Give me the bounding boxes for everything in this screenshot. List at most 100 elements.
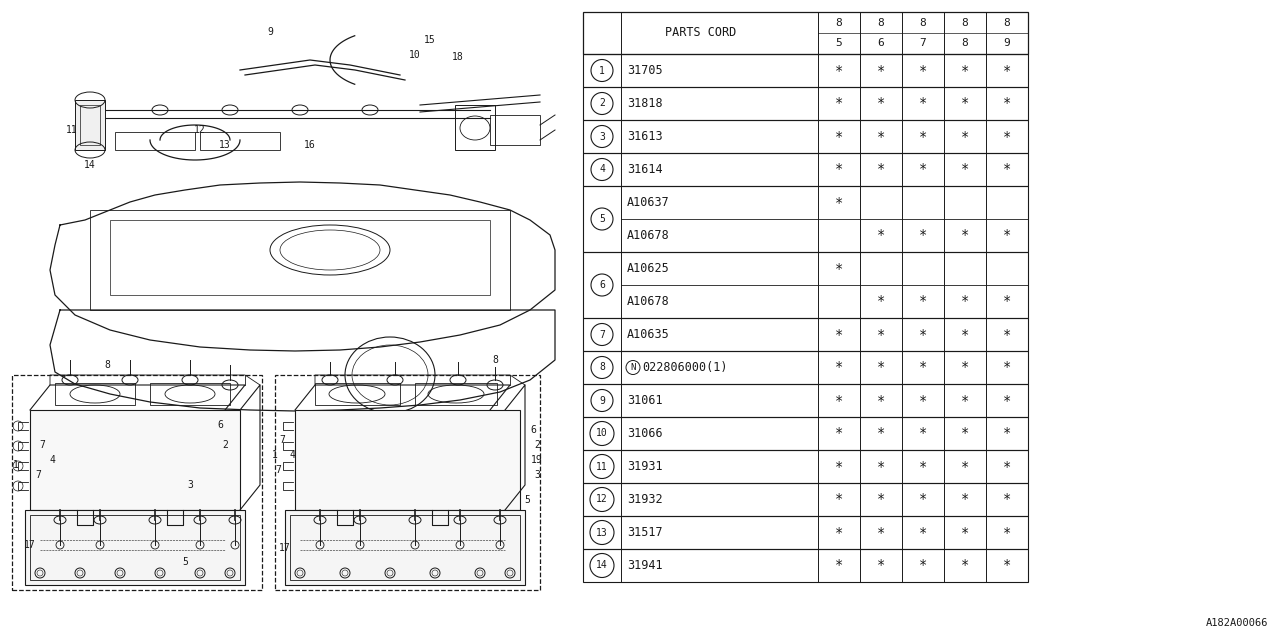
Text: 7: 7 xyxy=(35,470,41,480)
Text: *: * xyxy=(877,328,886,342)
Text: *: * xyxy=(919,426,927,440)
Text: 8: 8 xyxy=(919,17,927,28)
Text: *: * xyxy=(877,525,886,540)
Text: 10: 10 xyxy=(596,429,608,438)
Text: *: * xyxy=(919,163,927,177)
Text: 13: 13 xyxy=(596,527,608,538)
Text: *: * xyxy=(877,294,886,308)
Text: 8: 8 xyxy=(961,38,969,49)
Bar xyxy=(110,220,490,295)
Text: 4: 4 xyxy=(49,455,55,465)
Text: *: * xyxy=(1002,493,1011,506)
Text: *: * xyxy=(919,97,927,111)
Text: 7: 7 xyxy=(40,440,45,450)
Text: A10625: A10625 xyxy=(627,262,669,275)
Text: 31941: 31941 xyxy=(627,559,663,572)
Text: *: * xyxy=(835,394,844,408)
Text: 31932: 31932 xyxy=(627,493,663,506)
Text: *: * xyxy=(961,426,969,440)
Text: *: * xyxy=(1002,294,1011,308)
Bar xyxy=(76,100,105,150)
Text: 31705: 31705 xyxy=(627,64,663,77)
Text: 10: 10 xyxy=(410,50,421,60)
Text: *: * xyxy=(961,294,969,308)
Bar xyxy=(582,120,1028,153)
Text: 9: 9 xyxy=(599,396,605,406)
Text: *: * xyxy=(877,97,886,111)
Bar xyxy=(582,318,1028,351)
Text: PARTS CΟRD: PARTS CΟRD xyxy=(664,26,736,40)
Text: *: * xyxy=(1002,97,1011,111)
Text: *: * xyxy=(1002,460,1011,474)
Text: 31613: 31613 xyxy=(627,130,663,143)
Text: 14: 14 xyxy=(84,160,96,170)
Bar xyxy=(582,153,1028,186)
Text: A10637: A10637 xyxy=(627,196,669,209)
Text: *: * xyxy=(835,163,844,177)
Text: *: * xyxy=(1002,426,1011,440)
Text: *: * xyxy=(1002,559,1011,573)
Text: *: * xyxy=(919,525,927,540)
Text: 12: 12 xyxy=(596,495,608,504)
Text: *: * xyxy=(835,129,844,143)
Text: *: * xyxy=(1002,525,1011,540)
Text: 5: 5 xyxy=(524,495,530,505)
Bar xyxy=(582,450,1028,483)
Text: 11: 11 xyxy=(596,461,608,472)
Text: 5: 5 xyxy=(182,557,188,567)
Bar xyxy=(582,549,1028,582)
Bar xyxy=(285,510,525,585)
Bar xyxy=(26,510,244,585)
Text: *: * xyxy=(835,360,844,374)
Text: *: * xyxy=(961,63,969,77)
Bar xyxy=(582,252,1028,318)
Text: 31614: 31614 xyxy=(627,163,663,176)
Text: 7: 7 xyxy=(279,435,285,445)
Text: *: * xyxy=(877,360,886,374)
Bar xyxy=(582,186,1028,252)
Text: 15: 15 xyxy=(424,35,436,45)
Text: *: * xyxy=(1002,63,1011,77)
Text: 7: 7 xyxy=(275,465,280,475)
Bar xyxy=(582,516,1028,549)
Text: *: * xyxy=(961,228,969,243)
Text: *: * xyxy=(1002,328,1011,342)
Text: *: * xyxy=(1002,163,1011,177)
Text: *: * xyxy=(961,394,969,408)
Text: 7: 7 xyxy=(599,330,605,339)
Text: *: * xyxy=(877,493,886,506)
Text: *: * xyxy=(919,493,927,506)
Bar xyxy=(582,417,1028,450)
Bar xyxy=(582,87,1028,120)
Text: *: * xyxy=(877,460,886,474)
Text: 3: 3 xyxy=(534,470,540,480)
Text: N: N xyxy=(630,363,636,372)
Text: *: * xyxy=(877,394,886,408)
Text: 17: 17 xyxy=(24,540,36,550)
Bar xyxy=(582,12,1028,54)
Text: *: * xyxy=(835,262,844,275)
Text: *: * xyxy=(877,129,886,143)
Text: *: * xyxy=(1002,394,1011,408)
Bar xyxy=(150,383,230,405)
Text: 1: 1 xyxy=(13,460,19,470)
Bar xyxy=(29,515,241,580)
Text: 13: 13 xyxy=(219,140,230,150)
Text: *: * xyxy=(919,360,927,374)
Text: *: * xyxy=(835,195,844,209)
Text: *: * xyxy=(1002,129,1011,143)
Text: *: * xyxy=(835,559,844,573)
Bar xyxy=(55,383,134,405)
Text: *: * xyxy=(877,426,886,440)
Text: *: * xyxy=(919,129,927,143)
Text: 8: 8 xyxy=(492,355,498,365)
Text: *: * xyxy=(919,559,927,573)
Text: *: * xyxy=(961,493,969,506)
Text: *: * xyxy=(835,460,844,474)
Text: *: * xyxy=(1002,228,1011,243)
Text: 5: 5 xyxy=(599,214,605,224)
Text: 2: 2 xyxy=(599,99,605,109)
Text: *: * xyxy=(961,525,969,540)
Text: *: * xyxy=(877,63,886,77)
Bar xyxy=(29,410,241,510)
